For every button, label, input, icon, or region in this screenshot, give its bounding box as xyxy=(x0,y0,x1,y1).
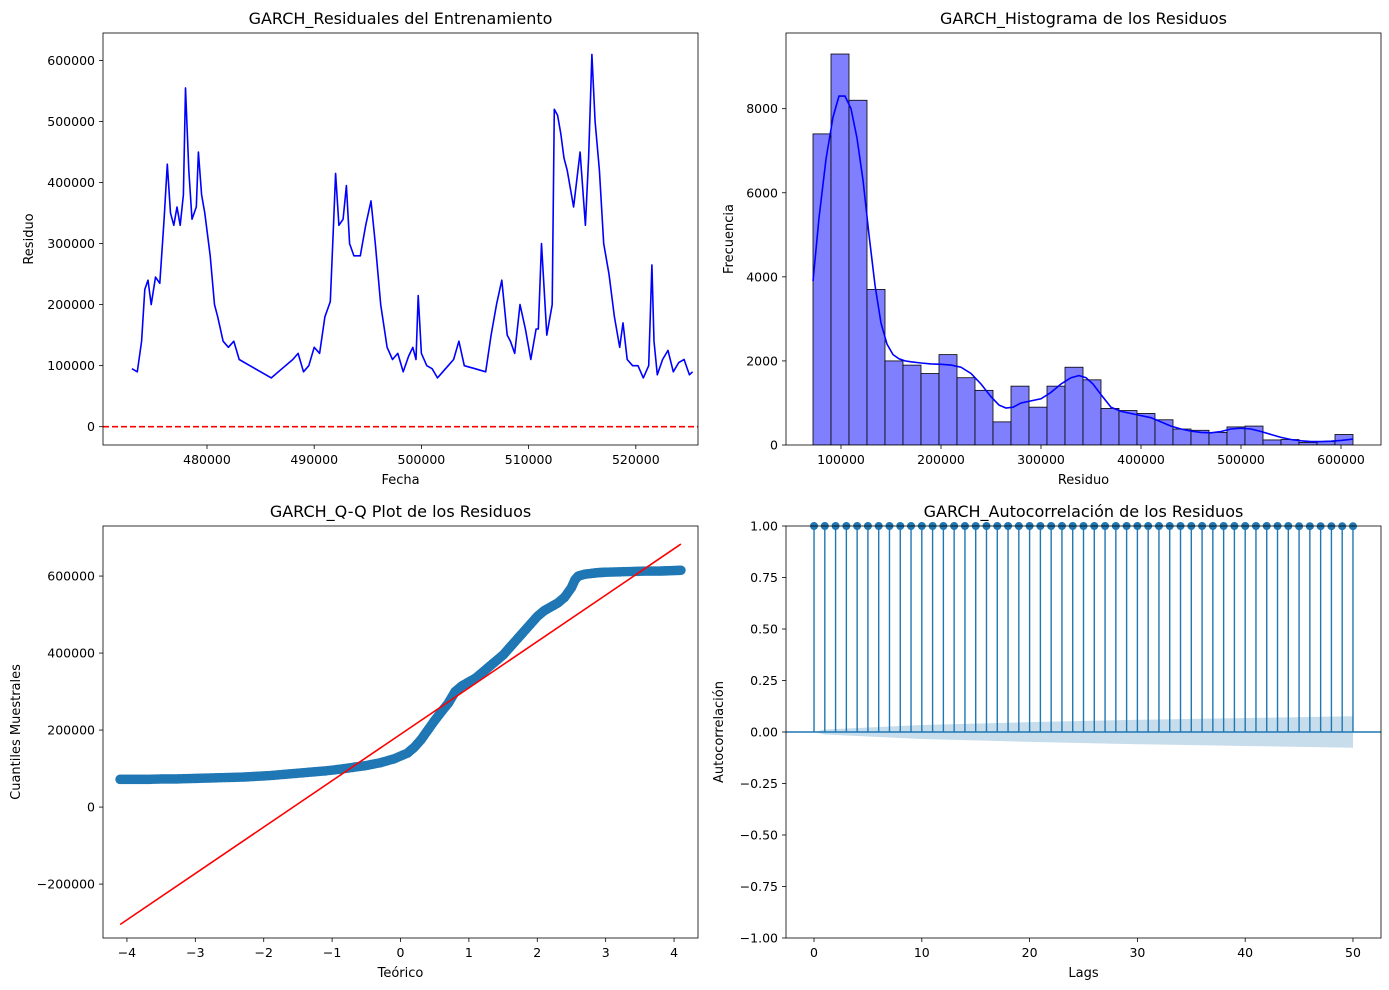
x-axis-label: Teórico xyxy=(377,966,424,981)
y-tick-label: 6000 xyxy=(746,185,778,200)
axes-frame xyxy=(102,525,699,939)
x-tick-label: −4 xyxy=(118,945,136,960)
x-tick-label: 100000 xyxy=(817,452,865,467)
y-tick-label: −0.25 xyxy=(740,776,778,791)
plot-area xyxy=(786,526,1381,748)
histogram-bar xyxy=(1118,410,1138,445)
y-tick-label: 500000 xyxy=(47,114,95,129)
axes-frame xyxy=(785,525,1382,939)
y-axis-label: Cuantiles Muestrales xyxy=(9,664,24,800)
histogram-bar xyxy=(866,289,886,445)
x-tick-label: 500000 xyxy=(1217,452,1265,467)
x-tick-label: 40 xyxy=(1237,945,1253,960)
x-tick-label: 520000 xyxy=(612,452,660,467)
x-tick-label: 300000 xyxy=(1017,452,1065,467)
histogram-bar xyxy=(956,377,976,445)
x-tick-label: 50 xyxy=(1345,945,1361,960)
histogram-bar xyxy=(1208,431,1228,445)
y-tick-label: 200000 xyxy=(47,723,95,738)
y-tick-label: 200000 xyxy=(47,297,95,312)
x-tick-label: 480000 xyxy=(183,452,231,467)
y-tick-label: 2000 xyxy=(746,353,778,368)
residual-series-line xyxy=(131,53,694,379)
x-tick-label: −3 xyxy=(186,945,204,960)
y-tick-label: −1.00 xyxy=(740,931,778,946)
histogram-bar xyxy=(812,133,832,445)
axes-frame xyxy=(785,32,1382,446)
y-tick-label: 400000 xyxy=(47,175,95,190)
axes-frame xyxy=(102,32,699,446)
y-tick-label: 600000 xyxy=(47,569,95,584)
histogram-bar xyxy=(1028,406,1048,445)
x-axis-label: Lags xyxy=(1068,966,1098,981)
x-tick-label: 400000 xyxy=(1117,452,1165,467)
x-tick-label: −2 xyxy=(254,945,272,960)
y-tick-label: 100000 xyxy=(47,358,95,373)
histogram-bar xyxy=(1100,408,1120,445)
histogram-bar xyxy=(848,99,868,445)
histogram-bar xyxy=(920,373,940,445)
x-tick-label: 30 xyxy=(1129,945,1145,960)
histogram-bar xyxy=(1172,428,1192,445)
x-tick-label: 490000 xyxy=(290,452,338,467)
plot-area xyxy=(812,53,1354,445)
x-tick-label: 4 xyxy=(670,945,678,960)
histogram-bar xyxy=(902,364,922,445)
x-tick-label: 200000 xyxy=(917,452,965,467)
qq-reference-line xyxy=(119,543,682,926)
chart-title: GARCH_Histograma de los Residuos xyxy=(940,9,1227,29)
x-tick-label: 0 xyxy=(810,945,818,960)
y-tick-label: −0.75 xyxy=(740,879,778,894)
x-axis-label: Fecha xyxy=(381,473,419,488)
y-tick-label: 0 xyxy=(87,419,95,434)
histogram-bar xyxy=(884,360,904,445)
x-tick-label: −1 xyxy=(323,945,341,960)
y-axis-label: Frecuencia xyxy=(722,204,737,274)
y-tick-label: 0.25 xyxy=(750,673,778,688)
y-tick-label: 0.00 xyxy=(750,725,778,740)
x-tick-label: 510000 xyxy=(505,452,553,467)
histogram-bar xyxy=(974,389,994,445)
x-tick-label: 2 xyxy=(533,945,541,960)
x-axis-label: Residuo xyxy=(1058,473,1109,488)
y-tick-label: 8000 xyxy=(746,101,778,116)
y-tick-label: −200000 xyxy=(37,877,95,892)
x-tick-label: 600000 xyxy=(1317,452,1365,467)
y-tick-label: 300000 xyxy=(47,236,95,251)
histogram-bar xyxy=(1262,439,1282,445)
y-tick-label: 0 xyxy=(770,438,778,453)
plot-area xyxy=(115,543,686,926)
histogram-bar xyxy=(1082,379,1102,445)
x-tick-label: 500000 xyxy=(398,452,446,467)
y-tick-label: 0 xyxy=(87,800,95,815)
y-axis-label: Residuo xyxy=(22,213,37,264)
chart-title: GARCH_Residuales del Entrenamiento xyxy=(249,9,553,29)
y-tick-label: 0.75 xyxy=(750,570,778,585)
y-tick-label: 4000 xyxy=(746,269,778,284)
x-tick-label: 10 xyxy=(914,945,930,960)
y-tick-label: 1.00 xyxy=(750,519,778,534)
histogram-bar xyxy=(992,421,1012,445)
x-tick-label: 1 xyxy=(465,945,473,960)
x-tick-label: 0 xyxy=(397,945,405,960)
x-tick-label: 20 xyxy=(1022,945,1038,960)
y-axis-label: Autocorrelación xyxy=(712,681,727,783)
y-tick-label: 600000 xyxy=(47,53,95,68)
histogram-bar xyxy=(1046,385,1066,445)
y-tick-label: 400000 xyxy=(47,646,95,661)
chart-title: GARCH_Autocorrelación de los Residuos xyxy=(924,502,1244,522)
histogram-bar xyxy=(1010,385,1030,445)
histogram-bar xyxy=(938,354,958,445)
kde-curve xyxy=(812,95,1354,443)
qq-point xyxy=(676,565,686,576)
plot-area xyxy=(103,53,698,428)
chart-title: GARCH_Q-Q Plot de los Residuos xyxy=(270,502,531,522)
y-tick-label: −0.50 xyxy=(740,828,778,843)
x-tick-label: 3 xyxy=(602,945,610,960)
y-tick-label: 0.50 xyxy=(750,622,778,637)
